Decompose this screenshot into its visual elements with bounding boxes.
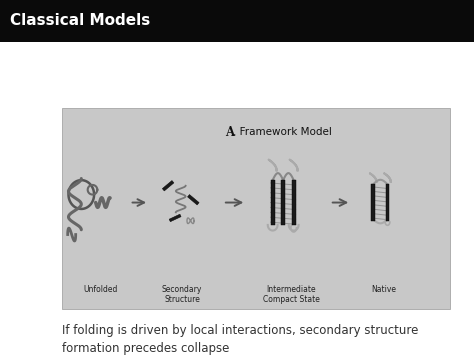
Polygon shape [162, 180, 174, 191]
Text: If folding is driven by local interactions, secondary structure: If folding is driven by local interactio… [62, 324, 418, 337]
Text: A: A [225, 126, 234, 139]
Text: Secondary
Structure: Secondary Structure [162, 285, 202, 304]
Polygon shape [169, 214, 181, 222]
Bar [62, 108, 450, 309]
Text: Intermediate
Compact State: Intermediate Compact State [263, 285, 319, 304]
Polygon shape [188, 195, 199, 205]
Text: formation precedes collapse: formation precedes collapse [62, 342, 229, 355]
Bar [0, 0, 474, 42]
Text: Native: Native [372, 285, 397, 294]
Text: Unfolded: Unfolded [83, 285, 118, 294]
Bar [281, 180, 285, 225]
Bar [386, 184, 389, 221]
Bar [292, 180, 296, 225]
Text: Classical Models: Classical Models [10, 13, 150, 28]
Bar [371, 184, 375, 221]
Bar [271, 180, 274, 225]
Text: . Framework Model: . Framework Model [233, 127, 332, 137]
